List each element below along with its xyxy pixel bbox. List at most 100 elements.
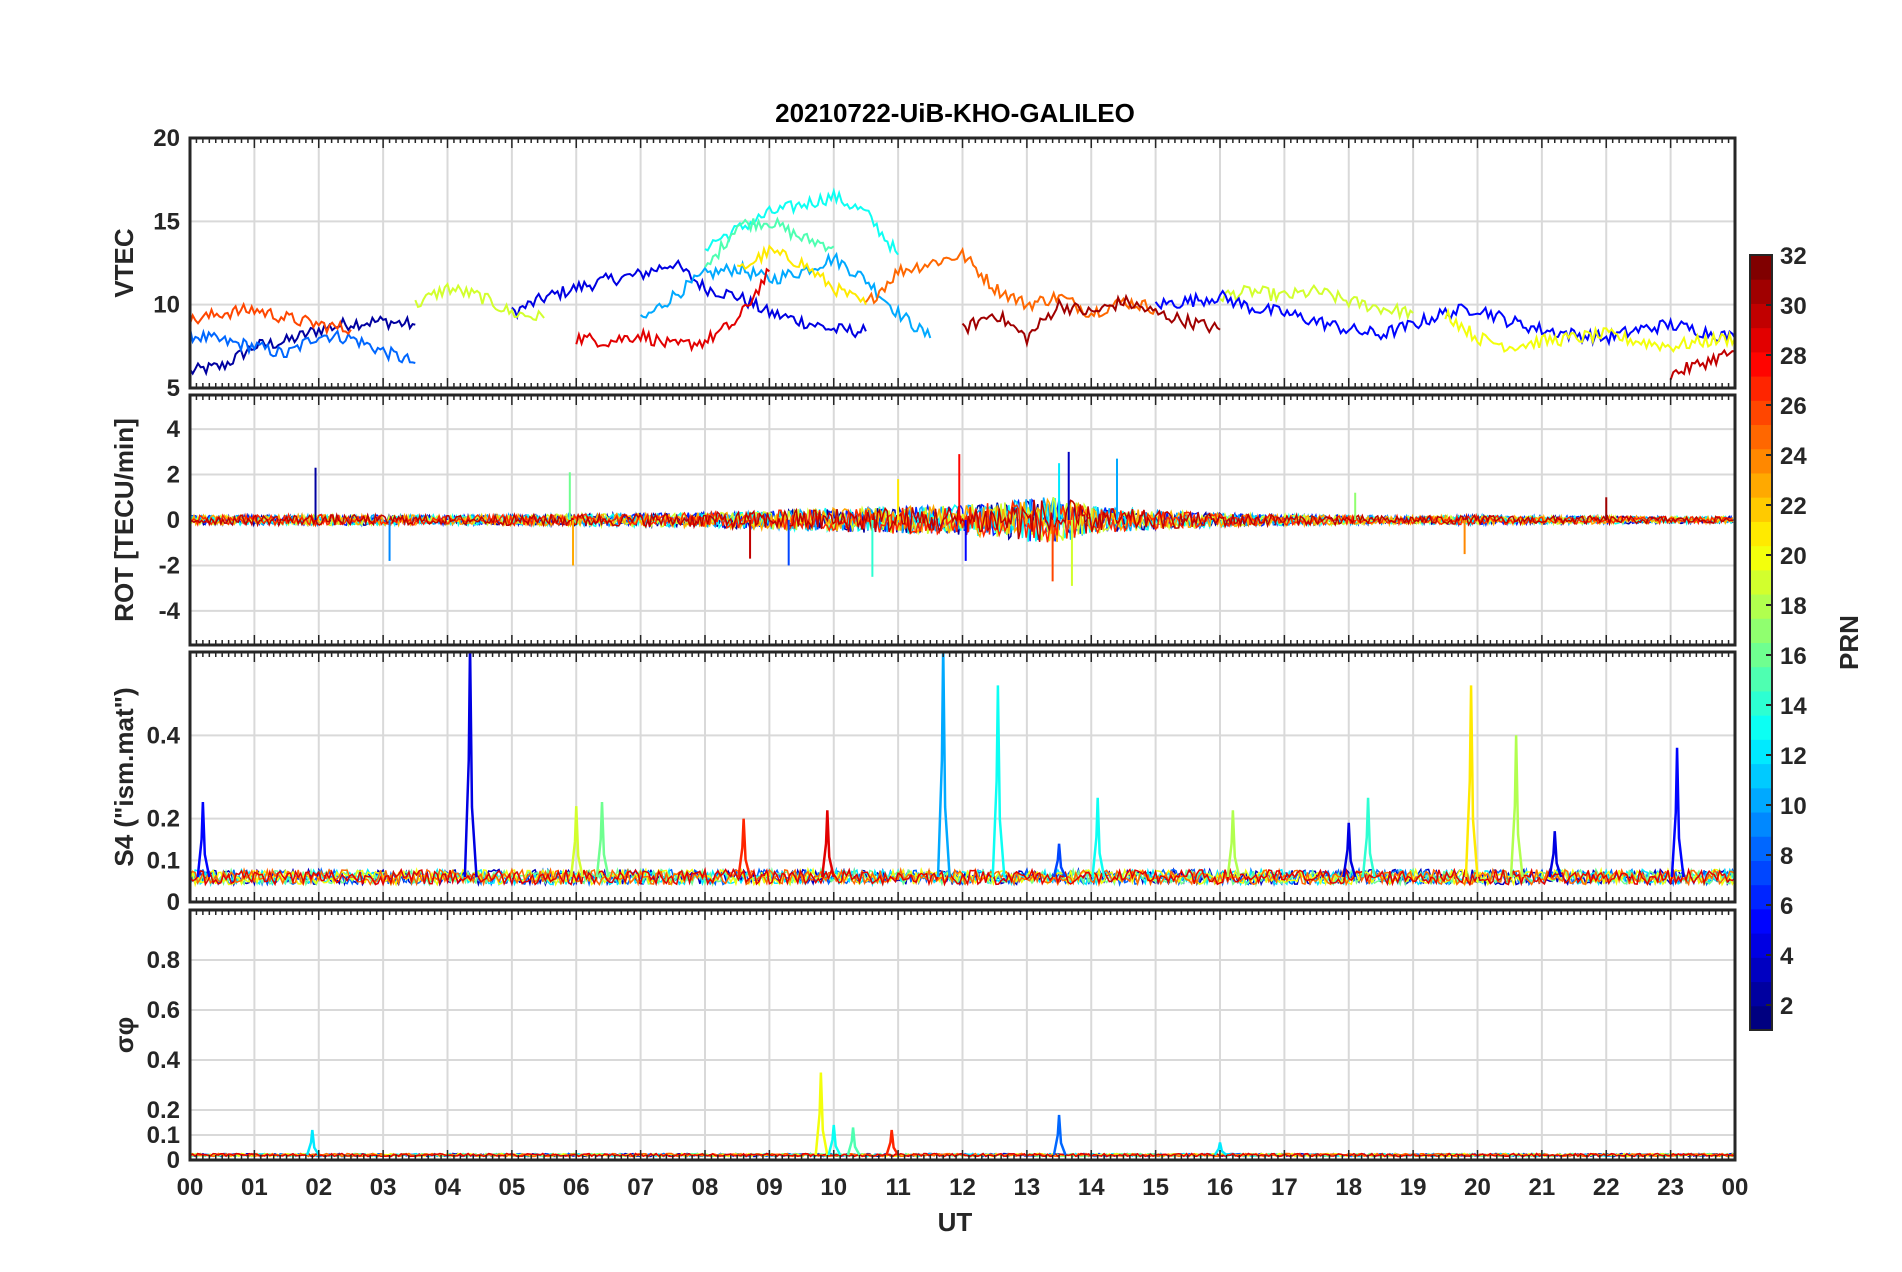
series-line-prn-26 <box>190 301 352 336</box>
colorbar-tick-label: 24 <box>1780 443 1807 470</box>
plot-area-VTEC <box>190 187 1735 381</box>
colorbar-swatch <box>1750 860 1772 886</box>
colorbar-swatch <box>1750 981 1772 1007</box>
x-tick-label: 21 <box>1529 1174 1556 1201</box>
colorbar-swatch <box>1750 327 1772 353</box>
colorbar-tick-label: 4 <box>1780 943 1794 970</box>
colorbar-swatch <box>1750 351 1772 377</box>
y-tick-label: 0.2 <box>147 1097 180 1124</box>
colorbar-swatch <box>1750 787 1772 813</box>
x-tick-label: 10 <box>820 1174 847 1201</box>
colorbar-swatch <box>1750 884 1772 910</box>
series-line-prn-29 <box>575 267 770 353</box>
x-tick-label: 22 <box>1593 1174 1620 1201</box>
x-tick-label: 14 <box>1078 1174 1105 1201</box>
panel-VTEC: 5 10 15 20 VTEC <box>109 125 1737 402</box>
spike-prn-4 <box>1342 822 1357 878</box>
series-line-prn-4 <box>511 258 867 339</box>
series-line-prn-19 <box>414 282 545 322</box>
spike-prn-15 <box>846 1127 861 1156</box>
spike-prn-14 <box>1361 797 1376 878</box>
spike-prn-4 <box>463 652 478 878</box>
x-tick-label: 23 <box>1657 1174 1684 1201</box>
colorbar-label: PRN <box>1834 615 1864 670</box>
colorbar-swatch <box>1750 448 1772 474</box>
spike-prn-7 <box>1052 843 1067 878</box>
colorbar-swatch <box>1750 279 1772 304</box>
x-tick-label: 03 <box>370 1174 397 1201</box>
colorbar-swatch <box>1750 618 1772 643</box>
series-line-prn-20 <box>190 866 1735 888</box>
y-axis-label-VTEC: VTEC <box>109 228 139 298</box>
x-tick-label: 07 <box>627 1174 654 1201</box>
x-tick-label: 12 <box>949 1174 976 1201</box>
colorbar-tick-label: 18 <box>1780 593 1807 620</box>
spike-prn-27 <box>737 818 752 878</box>
spike-prn-5 <box>196 801 211 878</box>
colorbar-swatch <box>1750 690 1772 716</box>
spike-prn-13 <box>827 1124 842 1156</box>
x-tick-label: 20 <box>1464 1174 1491 1201</box>
series-line-prn-5 <box>1154 289 1735 347</box>
spike-prn-27 <box>885 1129 900 1156</box>
x-tick-label: 00 <box>177 1174 204 1201</box>
colorbar-swatch <box>1750 376 1772 401</box>
colorbar-swatch <box>1750 957 1772 983</box>
y-tick-label: 5 <box>167 375 180 402</box>
colorbar-tick-label: 2 <box>1780 993 1793 1020</box>
colorbar-swatch <box>1750 739 1772 765</box>
x-tick-label: 06 <box>563 1174 590 1201</box>
y-tick-label: 20 <box>153 125 180 152</box>
spike-prn-5 <box>1670 747 1685 878</box>
colorbar-tick-label: 26 <box>1780 393 1807 420</box>
chart-title: 20210722-UiB-KHO-GALILEO <box>775 98 1135 128</box>
colorbar-swatch <box>1750 424 1772 450</box>
x-tick-label: 09 <box>756 1174 783 1201</box>
x-tick-label: 05 <box>499 1174 526 1201</box>
x-tick-label: 19 <box>1400 1174 1427 1201</box>
spike-prn-13 <box>991 685 1006 878</box>
series-line-prn-30 <box>190 499 1734 542</box>
plot-area-S4 <box>190 652 1735 888</box>
panel-S4: 0 0.1 0.2 0.4 S4 ("ism.mat") <box>109 650 1737 916</box>
colorbar-swatch <box>1750 836 1772 861</box>
x-tick-label: 08 <box>692 1174 719 1201</box>
series-line-prn-20 <box>1444 307 1735 353</box>
spike-prn-13 <box>1091 797 1106 878</box>
colorbar-swatch <box>1750 1005 1772 1031</box>
series-line-prn-30 <box>1669 348 1735 381</box>
colorbar-swatch <box>1750 715 1772 740</box>
series-line-prn-31 <box>961 293 1221 348</box>
spike-prn-21 <box>1464 685 1479 878</box>
series-line-prn-8 <box>190 328 416 364</box>
spike-prn-10 <box>936 652 951 878</box>
y-tick-label: 15 <box>153 208 180 235</box>
x-tick-label: 01 <box>241 1174 268 1201</box>
spike-prn-12 <box>305 1129 320 1156</box>
x-tick-label: 17 <box>1271 1174 1298 1201</box>
series-line-prn-13 <box>704 187 899 256</box>
panel-ROT: -4 -2 0 2 4 ROT [TECU/min] <box>109 393 1737 647</box>
colorbar-tick-label: 32 <box>1780 243 1807 270</box>
spike-prn-29 <box>820 810 835 878</box>
y-tick-label: 0.6 <box>147 997 180 1024</box>
spike-prn-12 <box>1213 1142 1228 1156</box>
x-tick-label: 11 <box>885 1174 910 1201</box>
colorbar-swatch <box>1750 400 1772 426</box>
colorbar-tick-label: 22 <box>1780 493 1807 520</box>
y-tick-label: 0 <box>167 889 180 916</box>
y-tick-label: 0.8 <box>147 947 180 974</box>
colorbar-tick-label: 30 <box>1780 293 1807 320</box>
series-line-prn-2 <box>190 314 416 377</box>
colorbar-tick-label: 28 <box>1780 343 1807 370</box>
x-tick-label: 18 <box>1335 1174 1362 1201</box>
panel-sigma_phi: 00.10.2 0.4 0.6 0.8 σφ <box>109 908 1737 1174</box>
y-axis-label-S4: S4 ("ism.mat") <box>109 687 139 866</box>
y-tick-label: 0.1 <box>147 1122 180 1149</box>
x-tick-label: 13 <box>1014 1174 1041 1201</box>
series-line-prn-15 <box>704 216 835 268</box>
y-tick-label: -4 <box>159 598 181 625</box>
colorbar-tick-label: 6 <box>1780 893 1793 920</box>
colorbar-swatch <box>1750 545 1772 571</box>
